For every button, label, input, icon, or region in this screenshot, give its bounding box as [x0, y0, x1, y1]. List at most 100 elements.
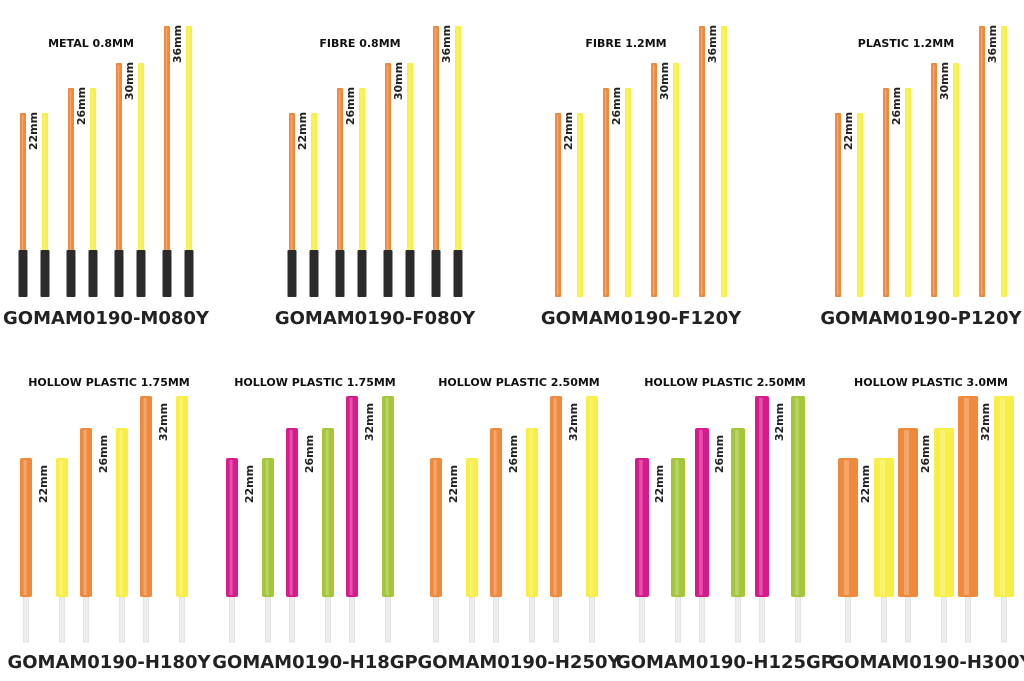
- size-label: 26mm: [344, 87, 357, 125]
- rod-tip: [143, 596, 149, 643]
- rod-tip: [589, 596, 595, 643]
- rod-tip: [965, 596, 971, 643]
- rod-tip: [119, 596, 125, 643]
- stick: [226, 458, 238, 597]
- handle: [66, 250, 76, 297]
- stick-shine: [360, 90, 363, 295]
- panel-title: HOLLOW PLASTIC 2.50MM: [438, 376, 600, 389]
- stick-shine: [836, 115, 839, 295]
- handle: [136, 250, 146, 297]
- size-label: 22mm: [653, 465, 666, 503]
- stick: [699, 26, 705, 297]
- stick-shine: [83, 430, 87, 595]
- product-code: GOMAM0190-P120Y: [820, 308, 1022, 329]
- stick-shine: [604, 90, 607, 295]
- stick-shine: [290, 115, 293, 295]
- stick-shine: [434, 28, 437, 295]
- handle: [18, 250, 28, 297]
- stick-shine: [759, 398, 763, 595]
- stick-shine: [143, 398, 147, 595]
- size-label: 32mm: [773, 403, 786, 441]
- stick: [857, 113, 863, 297]
- size-label: 22mm: [243, 465, 256, 503]
- stick-shine: [1002, 28, 1005, 295]
- rod-tip: [699, 596, 705, 643]
- handle: [184, 250, 194, 297]
- stick: [835, 113, 841, 297]
- stick-shine: [385, 398, 389, 595]
- panel-title: METAL 0.8MM: [48, 37, 134, 50]
- stick: [385, 63, 391, 297]
- product-code: GOMAM0190-H250Y: [417, 652, 621, 673]
- stick-shine: [675, 460, 679, 595]
- stick-shine: [652, 65, 655, 295]
- stick-shine: [858, 115, 861, 295]
- stick-shine: [1000, 398, 1005, 595]
- stick-shine: [904, 430, 909, 595]
- stick-shine: [21, 115, 24, 295]
- size-label: 36mm: [440, 25, 453, 63]
- stick-shine: [165, 28, 168, 295]
- panel-title: FIBRE 1.2MM: [585, 37, 666, 50]
- rod-tip: [529, 596, 535, 643]
- stick-shine: [117, 65, 120, 295]
- rod-tip: [229, 596, 235, 643]
- panel-title: HOLLOW PLASTIC 1.75MM: [234, 376, 396, 389]
- stick-shine: [880, 460, 885, 595]
- stick-shine: [844, 460, 849, 595]
- size-label: 32mm: [363, 403, 376, 441]
- stick: [186, 26, 192, 297]
- size-label: 26mm: [919, 435, 932, 473]
- stick: [430, 458, 442, 597]
- panel-title: HOLLOW PLASTIC 2.50MM: [644, 376, 806, 389]
- size-label: 36mm: [171, 25, 184, 63]
- stick: [577, 113, 583, 297]
- stick-shine: [795, 398, 799, 595]
- size-label: 26mm: [97, 435, 110, 473]
- stick: [116, 428, 128, 597]
- stick: [407, 63, 413, 297]
- handle: [287, 250, 297, 297]
- stick-shine: [265, 460, 269, 595]
- stick: [382, 396, 394, 597]
- stick-shine: [722, 28, 725, 295]
- stick-shine: [289, 430, 293, 595]
- stick-shine: [884, 90, 887, 295]
- stick: [359, 88, 365, 297]
- product-code: GOMAM0190-H18GP: [212, 652, 417, 673]
- product-code: GOMAM0190-H180Y: [7, 652, 211, 673]
- product-code: GOMAM0190-H125GP: [616, 652, 834, 673]
- stick-shine: [578, 115, 581, 295]
- size-label: 26mm: [610, 87, 623, 125]
- stick-shine: [325, 430, 329, 595]
- stick: [625, 88, 631, 297]
- stick: [671, 458, 685, 597]
- stick-shine: [589, 398, 593, 595]
- stick-shine: [529, 430, 533, 595]
- stick: [80, 428, 92, 597]
- rod-tip: [759, 596, 765, 643]
- stick: [934, 428, 954, 597]
- size-label: 26mm: [507, 435, 520, 473]
- stick: [898, 428, 918, 597]
- stick-shine: [69, 90, 72, 295]
- stick: [20, 458, 32, 597]
- stick-shine: [139, 65, 142, 295]
- size-label: 26mm: [303, 435, 316, 473]
- stick: [164, 26, 170, 297]
- size-label: 26mm: [890, 87, 903, 125]
- stick: [791, 396, 805, 597]
- handle: [114, 250, 124, 297]
- panel-title: FIBRE 0.8MM: [319, 37, 400, 50]
- handle: [40, 250, 50, 297]
- stick-shine: [408, 65, 411, 295]
- handle: [335, 250, 345, 297]
- rod-tip: [675, 596, 681, 643]
- stick: [979, 26, 985, 297]
- stick: [466, 458, 478, 597]
- stick: [586, 396, 598, 597]
- stick: [953, 63, 959, 297]
- rod-tip: [553, 596, 559, 643]
- stick: [140, 396, 152, 597]
- stick: [262, 458, 274, 597]
